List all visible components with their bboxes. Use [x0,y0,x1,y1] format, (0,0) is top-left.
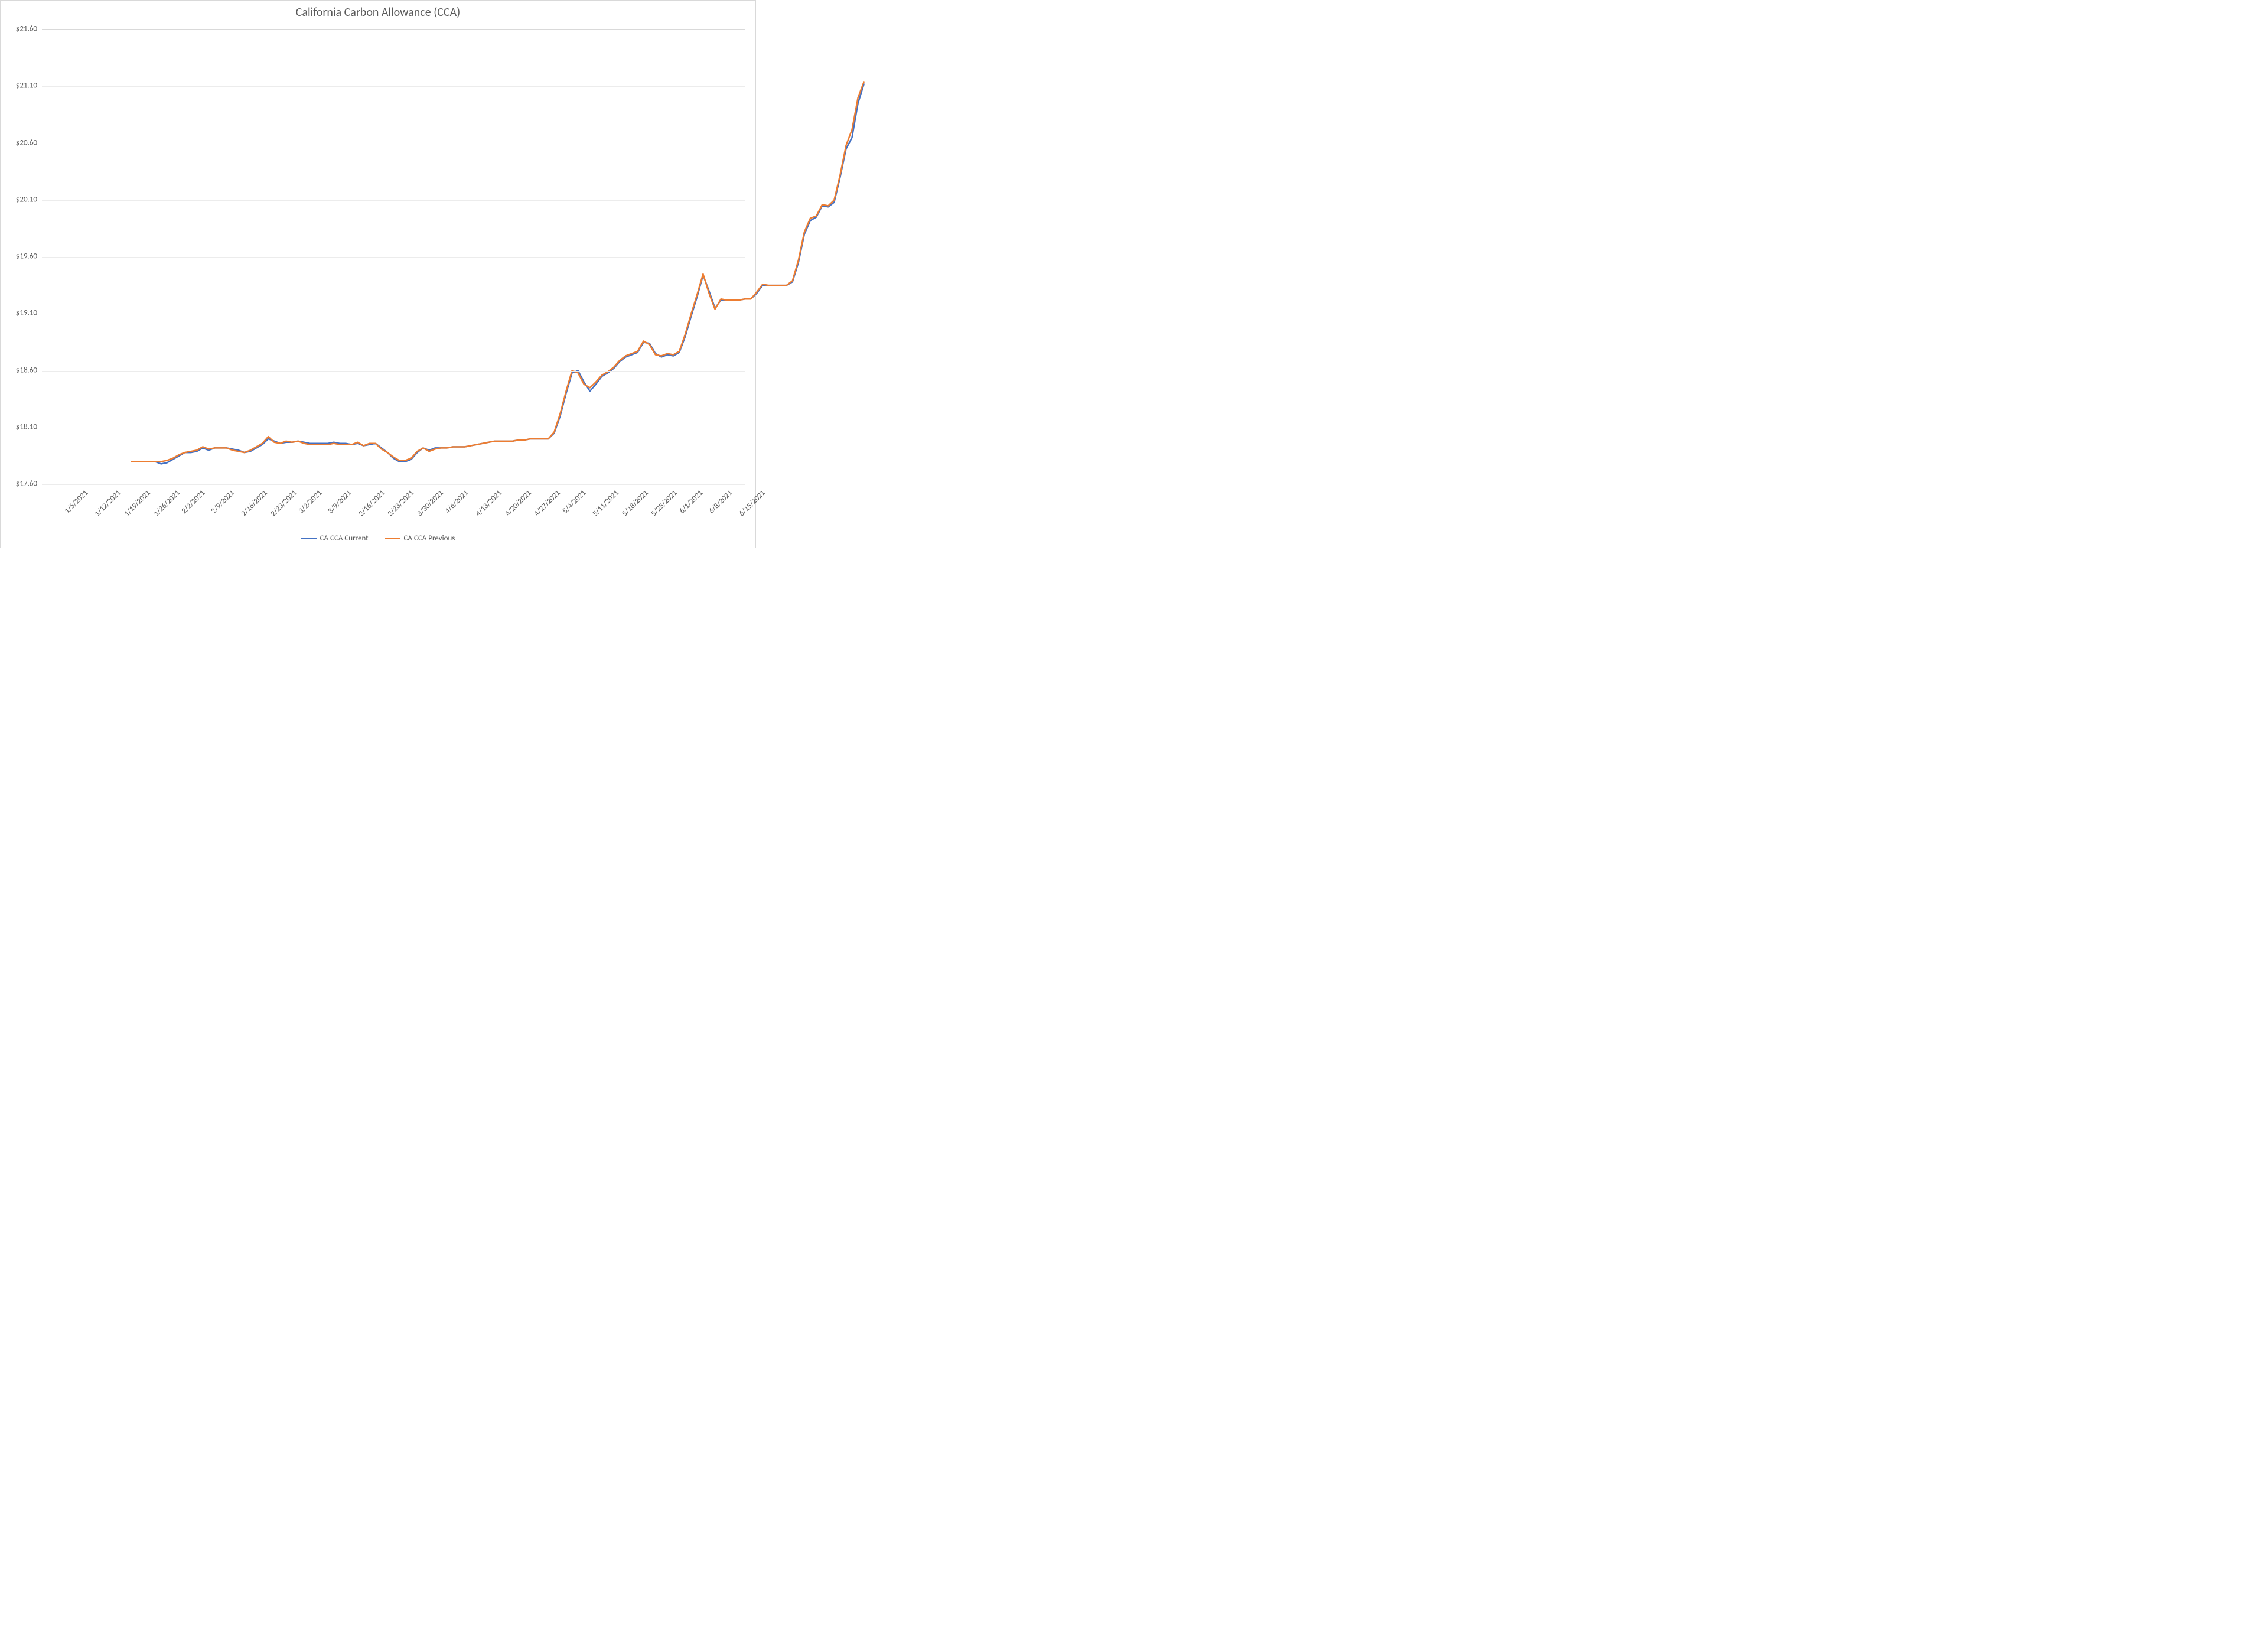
legend-swatch [385,538,400,539]
y-axis-tick-label: $21.60 [4,25,37,34]
x-axis-tick-label: 1/26/2021 [152,488,181,518]
x-axis-tick-label: 1/12/2021 [93,488,123,518]
x-axis-tick-label: 4/6/2021 [444,488,471,516]
x-axis-tick-label: 6/1/2021 [678,488,705,516]
x-axis-tick-label: 2/2/2021 [180,488,207,516]
y-axis-tick-label: $21.10 [4,82,37,90]
y-axis-tick-label: $20.60 [4,138,37,147]
x-axis-tick-label: 4/20/2021 [503,488,533,518]
x-axis-tick-label: 1/19/2021 [122,488,152,518]
x-axis-tick-label: 5/25/2021 [650,488,679,518]
x-axis-tick-label: 2/9/2021 [209,488,236,516]
chart-title: California Carbon Allowance (CCA) [1,5,755,19]
chart-container: California Carbon Allowance (CCA) CA CCA… [0,0,756,548]
x-axis-tick-label: 2/23/2021 [269,488,298,518]
legend-label: CA CCA Previous [404,534,455,543]
gridline [42,484,745,485]
y-axis-tick-label: $19.60 [4,252,37,261]
legend-swatch [301,538,317,539]
x-axis-tick-label: 6/15/2021 [738,488,767,518]
y-axis-tick-label: $17.60 [4,480,37,488]
legend-item: CA CCA Current [301,534,369,543]
gridline [42,86,745,87]
x-axis-tick-label: 5/18/2021 [620,488,650,518]
x-axis-tick-label: 3/16/2021 [357,488,386,518]
x-axis-tick-label: 2/16/2021 [240,488,269,518]
legend-label: CA CCA Current [320,534,369,543]
y-axis-tick-label: $19.10 [4,309,37,318]
gridline [42,200,745,201]
x-axis-tick-label: 5/4/2021 [561,488,588,516]
x-axis-tick-label: 4/27/2021 [533,488,562,518]
y-axis-tick-label: $18.10 [4,422,37,431]
gridline [42,257,745,258]
x-axis-tick-label: 4/13/2021 [474,488,503,518]
y-axis-tick-label: $20.10 [4,195,37,204]
x-axis-tick-label: 3/9/2021 [327,488,354,516]
x-axis-tick-label: 3/23/2021 [386,488,416,518]
x-axis-tick-label: 3/2/2021 [297,488,324,516]
series-line [131,82,863,462]
plot-area [42,29,745,484]
x-axis-tick-label: 3/30/2021 [415,488,445,518]
x-axis-tick-label: 6/8/2021 [707,488,734,516]
chart-legend: CA CCA Current CA CCA Previous [1,533,755,543]
gridline [42,371,745,372]
legend-item: CA CCA Previous [385,534,455,543]
series-line [131,84,863,464]
y-axis-tick-label: $18.60 [4,366,37,374]
x-axis-tick-label: 5/11/2021 [591,488,621,518]
x-axis-tick-label: 1/5/2021 [63,488,90,516]
